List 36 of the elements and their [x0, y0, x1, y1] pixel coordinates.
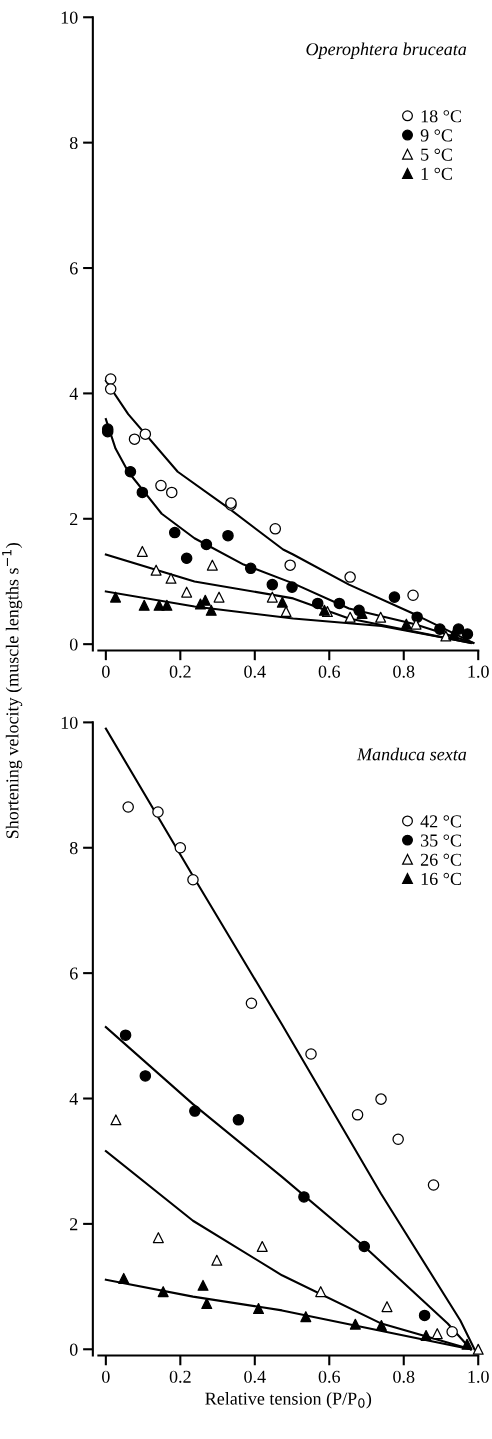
- y-axis-title: Shortening velocity (muscle lengths s$^{−1}$): [2, 543, 23, 839]
- x-tick-label: 0.8: [393, 1370, 415, 1383]
- legend-label: 5 °C: [421, 148, 452, 161]
- x-tick-label: 1.0: [468, 665, 489, 678]
- legend-label: 16 °C: [421, 872, 461, 885]
- y-tick-label: 4: [69, 1092, 78, 1105]
- y-tick-label: 8: [69, 842, 78, 855]
- x-tick-label: 0.4: [244, 665, 266, 678]
- x-axis-title: Relative tension (P/P$_{0}$): [205, 1392, 372, 1409]
- text: Manduca sexta: [356, 747, 467, 761]
- x-tick-label: 0.2: [169, 1370, 191, 1383]
- y-tick-label: 6: [70, 262, 78, 275]
- y-tick-label: 2: [70, 1218, 78, 1231]
- y-tick-label: 10: [61, 11, 78, 24]
- legend-label: 9 °C: [420, 129, 452, 142]
- y-tick-label: 10: [61, 716, 78, 729]
- x-tick-label: 0.8: [393, 665, 415, 678]
- y-tick-label: 0: [69, 638, 78, 651]
- x-tick-label: 1.0: [468, 1370, 489, 1383]
- y-tick-label: 6: [70, 967, 78, 980]
- x-tick-label: 0.6: [318, 665, 341, 678]
- x-tick-label: 0.4: [244, 1370, 266, 1383]
- x-tick-label: 0.6: [318, 1370, 341, 1383]
- legend-label: 42 °C: [420, 815, 461, 828]
- x-tick-label: 0: [102, 665, 110, 678]
- legend-label: 26 °C: [420, 853, 461, 866]
- legend-label: 18 °C: [421, 110, 461, 123]
- x-tick-label: 0: [102, 1370, 110, 1383]
- x-tick-label: 0.2: [169, 665, 191, 678]
- y-tick-label: 2: [70, 513, 78, 526]
- legend-label: 35 °C: [421, 834, 461, 847]
- legend-label: 1 °C: [421, 167, 452, 180]
- text: Operophtera bruceata: [306, 42, 467, 59]
- y-tick-label: 4: [69, 387, 78, 400]
- y-tick-label: 0: [69, 1343, 78, 1356]
- y-tick-label: 8: [69, 136, 78, 150]
